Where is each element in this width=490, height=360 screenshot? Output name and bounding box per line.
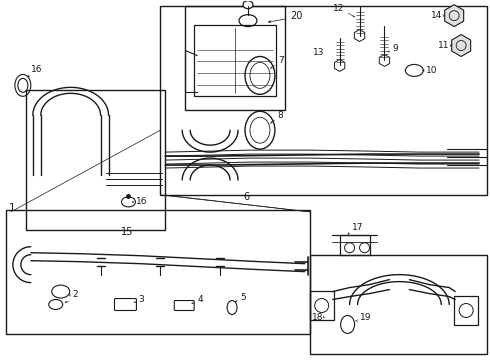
Text: 5: 5 — [240, 293, 246, 302]
Text: 10: 10 — [426, 66, 438, 75]
Text: 11: 11 — [438, 41, 449, 50]
Text: 2: 2 — [73, 290, 78, 299]
Text: 17: 17 — [352, 223, 363, 232]
Bar — [160, 6, 487, 195]
Text: 15: 15 — [121, 227, 133, 237]
Text: 19: 19 — [360, 313, 371, 322]
Text: 7: 7 — [278, 56, 284, 65]
Text: 16: 16 — [31, 65, 42, 74]
Text: 6: 6 — [243, 192, 249, 202]
Ellipse shape — [243, 1, 253, 9]
Bar — [310, 255, 487, 354]
Text: 14: 14 — [431, 11, 442, 20]
Text: 16: 16 — [136, 197, 148, 206]
Bar — [185, 6, 285, 110]
Text: 13: 13 — [313, 48, 325, 57]
Bar — [6, 210, 310, 334]
Text: 20: 20 — [290, 11, 302, 21]
Text: 12: 12 — [333, 4, 344, 13]
Text: 8: 8 — [278, 111, 284, 120]
Text: 9: 9 — [392, 44, 398, 53]
Bar — [26, 90, 165, 230]
Text: 1: 1 — [9, 203, 16, 213]
Text: 4: 4 — [197, 295, 203, 304]
Text: 3: 3 — [138, 295, 144, 304]
Text: 18: 18 — [312, 313, 323, 322]
